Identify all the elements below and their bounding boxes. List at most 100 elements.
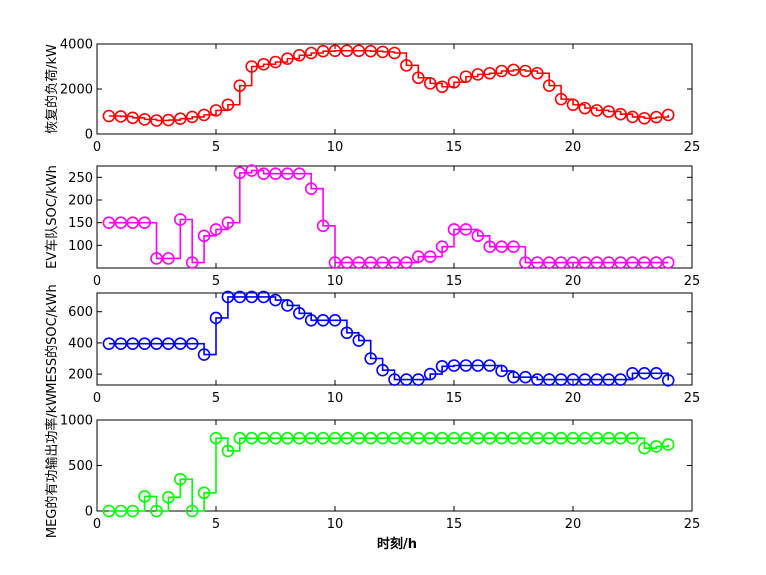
data-point xyxy=(245,164,258,177)
data-point xyxy=(519,370,532,384)
data-point xyxy=(614,256,627,269)
x-tick-label: 0 xyxy=(93,391,101,406)
data-point xyxy=(566,373,580,386)
y-tick-label: 200 xyxy=(68,368,93,383)
data-point xyxy=(447,359,461,372)
x-tick-label: 10 xyxy=(327,517,344,532)
data-point xyxy=(150,252,163,265)
data-point xyxy=(590,373,604,386)
data-point xyxy=(162,113,175,127)
data-point xyxy=(304,431,318,445)
data-point xyxy=(649,256,663,269)
data-point xyxy=(364,352,378,365)
x-tick-label: 25 xyxy=(684,391,701,406)
data-point xyxy=(602,373,616,386)
data-point xyxy=(352,256,366,269)
data-point xyxy=(578,431,592,445)
data-point xyxy=(566,431,580,445)
data-point xyxy=(174,213,187,226)
data-point xyxy=(590,256,604,269)
data-point xyxy=(638,256,651,269)
x-tick-label: 15 xyxy=(446,517,463,532)
data-point xyxy=(411,373,425,386)
data-point xyxy=(507,240,520,253)
data-point xyxy=(209,311,223,325)
data-point xyxy=(471,359,485,372)
data-point xyxy=(423,250,437,263)
data-point xyxy=(471,68,485,81)
x-tick-label: 15 xyxy=(446,391,463,406)
data-point xyxy=(554,373,568,386)
data-point xyxy=(578,256,592,269)
data-point xyxy=(388,46,401,60)
data-point xyxy=(102,337,116,350)
x-tick-label: 25 xyxy=(684,140,701,155)
data-point xyxy=(209,104,223,117)
y-tick-label: 600 xyxy=(68,305,93,320)
data-point xyxy=(197,108,211,122)
data-point xyxy=(661,108,675,122)
data-point xyxy=(340,44,354,58)
data-point xyxy=(638,111,651,125)
y-tick-label: 0 xyxy=(85,128,93,143)
data-point xyxy=(328,431,342,445)
data-point xyxy=(661,438,675,451)
y-axis-label: MEG的有功输出功率/kW xyxy=(44,393,60,538)
data-point xyxy=(483,240,497,253)
y-tick-label: 1000 xyxy=(60,414,93,429)
data-point xyxy=(257,57,270,71)
data-point xyxy=(102,504,116,518)
data-point xyxy=(483,66,497,80)
data-point xyxy=(328,44,342,58)
data-point xyxy=(138,337,151,350)
data-point xyxy=(530,256,544,269)
data-point xyxy=(138,113,151,126)
data-point xyxy=(507,431,520,445)
data-point xyxy=(554,431,568,445)
data-point xyxy=(269,167,282,181)
data-point xyxy=(221,98,235,112)
data-point xyxy=(162,491,175,504)
data-point xyxy=(435,240,449,253)
x-tick-label: 10 xyxy=(327,274,344,289)
data-point xyxy=(269,431,282,445)
data-point xyxy=(530,66,544,80)
data-point xyxy=(174,472,187,486)
data-point xyxy=(602,431,616,445)
x-tick-label: 15 xyxy=(446,274,463,289)
data-point xyxy=(257,167,270,181)
y-tick-label: 4000 xyxy=(60,38,93,53)
data-point xyxy=(316,313,330,327)
data-point xyxy=(376,363,389,377)
x-tick-label: 0 xyxy=(93,517,101,532)
data-point xyxy=(316,44,330,58)
data-point xyxy=(328,313,342,327)
data-point xyxy=(530,431,544,445)
data-point xyxy=(102,109,116,123)
data-point xyxy=(649,110,663,124)
data-point xyxy=(340,256,354,269)
data-point xyxy=(376,256,389,269)
data-point xyxy=(352,44,366,58)
data-point xyxy=(471,431,485,445)
data-point xyxy=(578,373,592,386)
x-tick-label: 5 xyxy=(212,274,220,289)
data-point xyxy=(352,431,366,445)
x-tick-label: 10 xyxy=(327,140,344,155)
y-axis-label: EV车队SOC/kWh xyxy=(44,165,60,269)
x-tick-label: 25 xyxy=(684,274,701,289)
data-point xyxy=(197,229,211,243)
data-point xyxy=(483,359,497,372)
y-axis-label: MESS的SOC/kWh xyxy=(44,284,60,394)
data-point xyxy=(388,256,401,269)
data-point xyxy=(316,219,330,233)
y-tick-label: 200 xyxy=(68,194,93,209)
data-point xyxy=(542,79,556,92)
data-point xyxy=(661,374,675,387)
data-point xyxy=(185,256,199,269)
data-point xyxy=(388,373,401,386)
data-point xyxy=(626,256,639,269)
y-tick-label: 150 xyxy=(68,216,93,231)
data-point xyxy=(519,431,532,445)
